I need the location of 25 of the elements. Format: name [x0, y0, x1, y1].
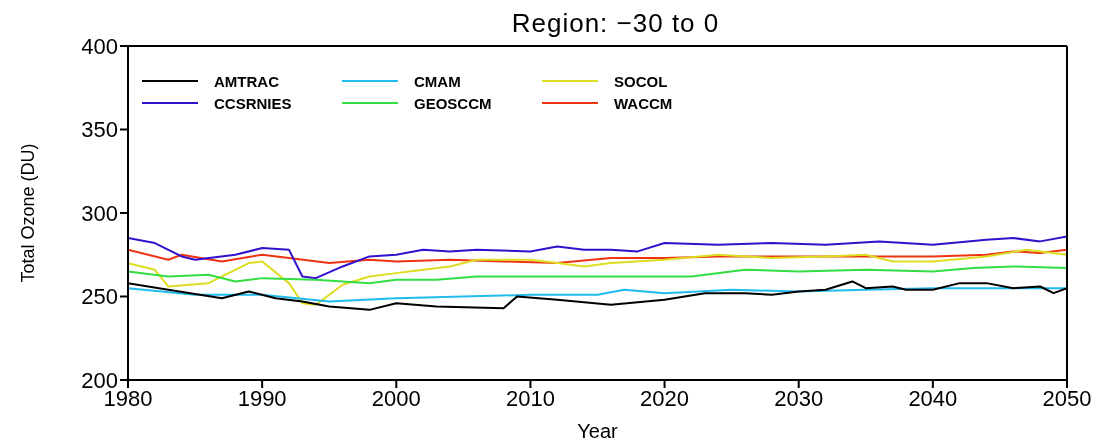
legend-label: AMTRAC [214, 72, 279, 90]
line-series [128, 287, 1067, 303]
legend-label: GEOSCCM [414, 94, 492, 112]
x-tick-label: 2040 [908, 385, 958, 411]
x-tick-label: 2020 [640, 385, 690, 411]
y-axis-title: Total Ozone (DU) [18, 143, 39, 283]
line-series [128, 235, 1067, 280]
x-tick-label: 2000 [371, 385, 421, 411]
line-series [128, 248, 1067, 306]
legend-label: CMAM [414, 72, 461, 90]
y-tick-label: 400 [81, 33, 118, 59]
x-axis-title: Year [577, 420, 619, 442]
chart-title: Region: −30 to 0 [511, 8, 720, 38]
y-tick-label: 350 [81, 117, 118, 143]
legend-label: SOCOL [614, 72, 668, 90]
y-tick-label: 300 [81, 200, 118, 226]
legend-label: CCSRNIES [214, 94, 292, 112]
y-tick-label: 250 [81, 284, 118, 310]
x-tick-label: 2050 [1042, 385, 1092, 411]
x-tick-label: 1990 [237, 385, 287, 411]
x-tick-label: 2010 [505, 385, 555, 411]
line-series [128, 248, 1067, 265]
line-series [128, 265, 1067, 285]
legend-label: WACCM [614, 94, 673, 112]
x-tick-label: 2030 [774, 385, 824, 411]
